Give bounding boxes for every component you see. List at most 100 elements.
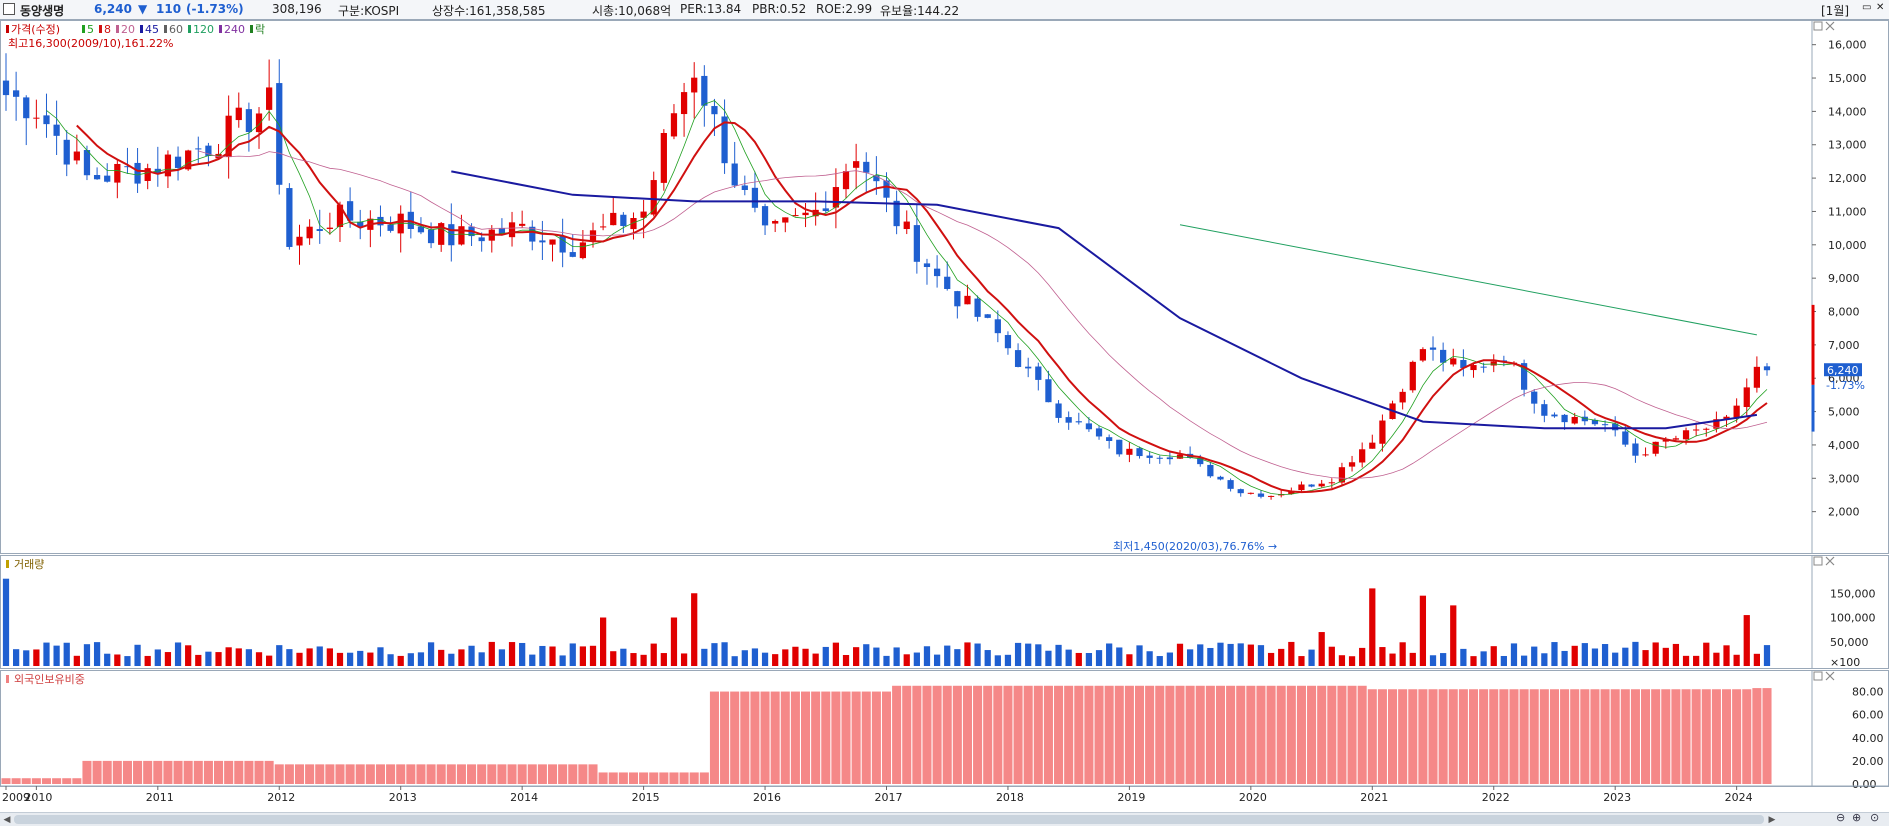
- volume-bar: [53, 645, 60, 666]
- legend-item: 가격(수정): [11, 23, 60, 36]
- foreign-ratio-bar: [871, 691, 881, 784]
- candle-body: [326, 227, 333, 229]
- volume-bar: [782, 649, 789, 666]
- foreign-ratio-bar: [375, 764, 385, 784]
- volume-bar: [185, 645, 192, 666]
- candle-body: [498, 228, 506, 234]
- candle-body: [458, 226, 465, 245]
- candle-body: [873, 175, 880, 182]
- foreign-ratio-bar: [730, 691, 740, 784]
- candle-body: [1541, 404, 1548, 416]
- volume-bar: [579, 646, 586, 666]
- candle-body: [225, 115, 232, 158]
- volume-bar: [33, 649, 40, 666]
- foreign-ratio-bar: [831, 691, 841, 784]
- volume-bar: [1217, 642, 1224, 666]
- volume-bar: [1571, 645, 1578, 666]
- foreign-ratio-bar: [932, 685, 942, 784]
- legend-swatch: [188, 25, 191, 33]
- foreign-ratio-bar: [11, 778, 21, 784]
- candle-body: [1561, 414, 1568, 423]
- foreign-ratio-bar: [1256, 685, 1266, 784]
- legend-swatch: [82, 25, 85, 33]
- zoom-in-icon[interactable]: ⊕: [1852, 811, 1862, 824]
- foreign-ratio-bar: [173, 760, 183, 784]
- panel-close-icon: [1825, 21, 1835, 31]
- volume-bar: [1095, 650, 1103, 666]
- price-axis-tick: 10,000: [1828, 239, 1867, 252]
- ma8-line: [76, 121, 1768, 494]
- candle-body: [306, 226, 313, 239]
- foreign-ratio-bar: [214, 760, 224, 784]
- candle-body: [1713, 419, 1720, 429]
- legend-item: 60: [169, 23, 183, 36]
- volume-bar: [944, 645, 951, 666]
- foreign-ratio-bar: [1519, 689, 1529, 784]
- panel-close-icon[interactable]: ✕: [1876, 2, 1885, 13]
- volume-bar: [964, 642, 971, 666]
- candle-body: [1369, 442, 1376, 449]
- volume-bar: [498, 649, 506, 666]
- candle-body: [1612, 423, 1619, 431]
- volume-bar: [802, 648, 809, 666]
- candle-body: [33, 117, 40, 119]
- foreign-ratio-bar: [1195, 685, 1205, 784]
- foreign-ratio-bar: [163, 760, 173, 784]
- foreign-ratio-bar: [821, 691, 831, 784]
- volume-bar: [1500, 655, 1507, 666]
- volume-bar: [114, 654, 121, 666]
- price-axis-tick: 4,000: [1828, 439, 1860, 452]
- candle-body: [1035, 366, 1042, 380]
- foreign-ratio-bar: [52, 778, 62, 784]
- candle-body: [944, 276, 951, 289]
- volume-bar: [417, 652, 425, 666]
- volume-bar: [1409, 652, 1416, 666]
- zoom-out-icon[interactable]: ⊖: [1836, 811, 1846, 824]
- volume-bar: [458, 649, 465, 666]
- candle-body: [994, 319, 1001, 334]
- scroll-right-icon[interactable]: ▶: [1768, 815, 1776, 825]
- foreign-ratio-bar: [1357, 685, 1367, 784]
- volume-bar: [1187, 649, 1194, 666]
- select-checkbox[interactable]: [3, 3, 15, 15]
- foreign-ratio-bar: [72, 778, 82, 784]
- volume-bar: [1429, 655, 1437, 666]
- foreign-ratio-bar: [1398, 689, 1408, 784]
- foreign-ratio-bar: [1054, 685, 1064, 784]
- stock-name[interactable]: 동양생명: [20, 4, 65, 18]
- foreign-axis-tick: 40.00: [1852, 732, 1884, 745]
- candle-body: [73, 151, 80, 161]
- price-axis-tick: 5,000: [1828, 406, 1860, 419]
- candle-body: [711, 106, 718, 115]
- foreign-ratio-bar: [1651, 689, 1661, 784]
- period-button[interactable]: [1월]: [1821, 4, 1850, 18]
- candle-body: [124, 166, 131, 168]
- foreign-ratio-bar: [1, 778, 11, 784]
- candle-body: [964, 295, 971, 305]
- volume-bar: [488, 641, 495, 666]
- ma5-line: [46, 100, 1768, 496]
- volume-bar: [215, 652, 222, 666]
- chart-area[interactable]: 16,000 15,000 14,000 13,000 12,000 11,000 10,0…: [0, 20, 1889, 806]
- volume-bar: [1227, 643, 1234, 666]
- volume-bar: [873, 647, 880, 666]
- horizontal-scrollbar[interactable]: ◀ ▶: [0, 812, 1889, 826]
- legend-item: 8: [104, 23, 111, 36]
- panel-restore-icon[interactable]: ▭: [1862, 2, 1872, 13]
- scroll-left-icon[interactable]: ◀: [3, 815, 11, 825]
- candle-body: [1014, 350, 1022, 367]
- volume-bar: [680, 653, 688, 666]
- candle-body: [589, 230, 597, 242]
- foreign-ratio-bar: [1347, 685, 1357, 784]
- volume-bar: [276, 645, 283, 666]
- candle-body: [1045, 379, 1052, 403]
- stock-header-bar: 동양생명 6,240 ▼ 110 (-1.73%) 308,196 구분:KOS…: [0, 0, 1889, 20]
- scroll-thumb[interactable]: [14, 815, 1764, 824]
- foreign-ratio-bar: [912, 685, 922, 784]
- foreign-ratio-bar: [1762, 688, 1772, 784]
- zoom-reset-icon[interactable]: ⊙: [1870, 811, 1880, 824]
- candle-body: [1207, 464, 1214, 477]
- volume-bar: [1369, 588, 1376, 666]
- volume-bar: [1662, 647, 1669, 666]
- panel-close-icon: [1825, 556, 1835, 566]
